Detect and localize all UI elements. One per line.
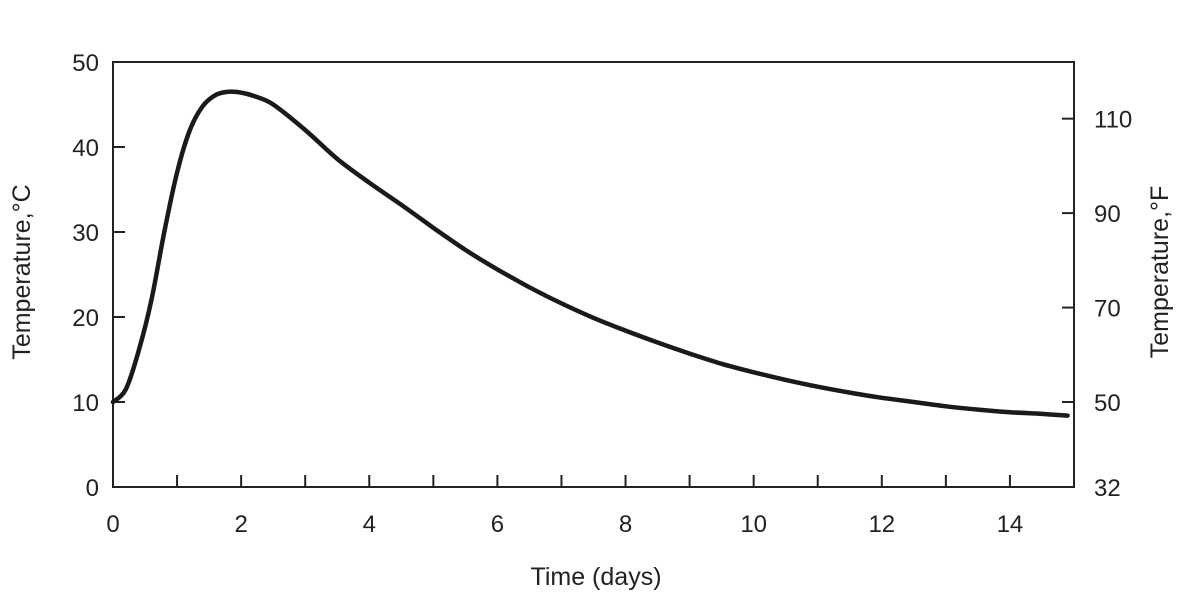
y-axis-left-title: Temperature,°C bbox=[8, 184, 36, 359]
plot-frame bbox=[112, 61, 1075, 488]
x-tick-label: 2 bbox=[234, 511, 247, 538]
y-tick-label: 50 bbox=[72, 50, 99, 77]
y-right-tick-label: 70 bbox=[1094, 296, 1121, 323]
y-right-tick-label: 90 bbox=[1094, 201, 1121, 228]
y-tick-label: 20 bbox=[72, 305, 99, 332]
y-tick-label: 0 bbox=[86, 475, 99, 502]
y-tick-label: 30 bbox=[72, 220, 99, 247]
y-axis-left-ticks: 0 10 20 30 40 50 bbox=[72, 50, 125, 502]
y-right-tick-label: 110 bbox=[1094, 107, 1132, 134]
y-right-tick-label: 32 bbox=[1094, 475, 1121, 502]
x-tick-label: 12 bbox=[868, 511, 895, 538]
x-tick-label: 14 bbox=[997, 511, 1024, 538]
x-tick-label: 4 bbox=[363, 511, 376, 538]
y-axis-right-title: Temperature,°F bbox=[1146, 186, 1174, 359]
x-tick-label: 0 bbox=[106, 511, 119, 538]
x-tick-label: 6 bbox=[491, 511, 504, 538]
y-tick-label: 40 bbox=[72, 135, 99, 162]
y-axis-right-ticks: 32 50 70 90 110 bbox=[1062, 107, 1132, 502]
y-right-tick-label: 50 bbox=[1094, 390, 1121, 417]
temperature-curve bbox=[110, 89, 1070, 418]
x-tick-label: 10 bbox=[740, 511, 767, 538]
x-axis-title: Time (days) bbox=[530, 563, 661, 591]
x-axis-ticks: 0 2 4 6 8 10 12 14 bbox=[106, 475, 1023, 538]
x-tick-label: 8 bbox=[619, 511, 632, 538]
y-tick-label: 10 bbox=[72, 390, 99, 417]
